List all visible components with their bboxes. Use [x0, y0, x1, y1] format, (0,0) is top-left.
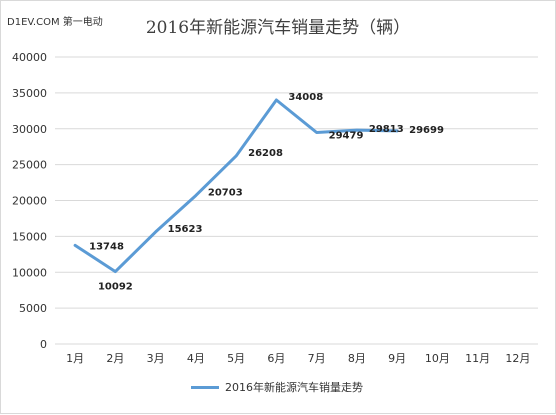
- y-tick-label: 5000: [19, 302, 47, 315]
- x-tick-label: 1月: [66, 352, 84, 365]
- chart-title: 2016年新能源汽车销量走势（辆）: [145, 18, 411, 38]
- x-tick-label: 8月: [348, 352, 366, 365]
- x-tick-label: 2月: [106, 352, 124, 365]
- data-label: 29479: [329, 130, 364, 141]
- legend: 2016年新能源汽车销量走势: [191, 379, 363, 395]
- data-label: 20703: [208, 187, 243, 198]
- data-label: 13748: [89, 241, 124, 252]
- y-tick-label: 0: [40, 338, 47, 351]
- data-label: 26208: [248, 148, 283, 159]
- y-tick-label: 20000: [12, 195, 47, 208]
- data-label: 34008: [288, 92, 323, 103]
- data-label: 10092: [98, 282, 133, 293]
- watermark-text: D1EV.COM 第一电动: [7, 17, 103, 28]
- x-tick-label: 5月: [227, 352, 245, 365]
- y-tick-label: 25000: [12, 159, 47, 172]
- x-tick-label: 6月: [267, 352, 285, 365]
- x-tick-label: 7月: [308, 352, 326, 365]
- data-label: 29813: [369, 124, 404, 135]
- y-tick-label: 10000: [12, 266, 47, 279]
- x-tick-label: 10月: [425, 352, 450, 365]
- data-label: 29699: [409, 125, 444, 136]
- series-line: [73, 98, 399, 274]
- x-tick-label: 11月: [465, 352, 490, 365]
- data-label: 15623: [168, 224, 203, 235]
- x-tick-label: 9月: [388, 352, 406, 365]
- legend-label: 2016年新能源汽车销量走势: [225, 381, 363, 394]
- legend-swatch: [191, 385, 219, 389]
- y-tick-label: 35000: [12, 87, 47, 100]
- x-tick-label: 12月: [505, 352, 530, 365]
- x-tick-label: 4月: [187, 352, 205, 365]
- y-tick-label: 40000: [12, 51, 47, 64]
- x-tick-label: 3月: [147, 352, 165, 365]
- y-tick-label: 15000: [12, 230, 47, 243]
- y-tick-label: 30000: [12, 123, 47, 136]
